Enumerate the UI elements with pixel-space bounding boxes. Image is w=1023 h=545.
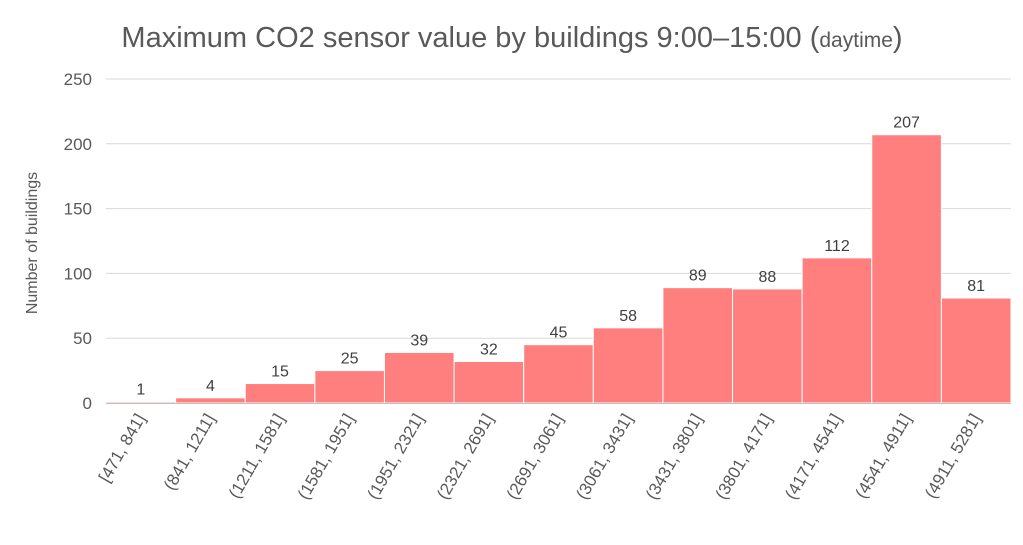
- x-tick-label: (1951, 2321]: [364, 411, 428, 503]
- y-axis-label: Number of buildings: [24, 172, 41, 314]
- x-tick-label: (3061, 3431]: [572, 411, 636, 503]
- y-tick-label: 150: [64, 200, 92, 219]
- chart-title-main: Maximum CO2 sensor value by buildings 9:…: [121, 22, 819, 54]
- x-tick-label: (841, 1211]: [160, 411, 219, 494]
- data-label: 207: [893, 115, 920, 132]
- histogram-bar: [523, 344, 594, 404]
- data-label: 39: [410, 332, 428, 349]
- histogram-bar: [592, 327, 664, 404]
- histogram-bar: [314, 370, 385, 404]
- histogram-bar: [871, 134, 942, 404]
- data-label: 58: [619, 308, 637, 325]
- x-tick-label: (1581, 1951]: [294, 411, 358, 503]
- x-tick-label: (3801, 4171]: [712, 411, 776, 503]
- data-label: 45: [550, 325, 568, 342]
- histogram-bar: [801, 257, 873, 404]
- data-label: 112: [824, 238, 850, 255]
- x-tick-label: (4541, 4911]: [851, 411, 915, 502]
- data-label: 81: [967, 278, 985, 295]
- chart-title-small: daytime: [819, 29, 893, 52]
- data-label: 32: [480, 342, 498, 359]
- bars: [105, 134, 1012, 404]
- x-tick-label: (2691, 3061]: [503, 411, 567, 503]
- histogram-bar: [662, 287, 734, 404]
- data-label: 4: [206, 378, 215, 395]
- histogram-bar: [383, 351, 455, 404]
- histogram-bar: [175, 397, 246, 404]
- y-tick-label: 50: [73, 329, 92, 348]
- chart-title: Maximum CO2 sensor value by buildings 9:…: [121, 22, 902, 54]
- x-tick-label: (4171, 4541]: [781, 411, 845, 503]
- y-tick-label: 100: [64, 264, 92, 283]
- x-tick-label: (3431, 3801]: [642, 411, 706, 503]
- histogram-bar: [453, 361, 525, 404]
- x-tick-label: (4911, 5281]: [921, 411, 985, 502]
- x-tick-label: (2321, 2691]: [433, 411, 497, 503]
- data-label: 25: [341, 351, 359, 368]
- data-label: 15: [271, 364, 289, 381]
- histogram-bar: [244, 383, 316, 404]
- x-tick-label: [471, 841]: [95, 411, 149, 486]
- histogram-bar: [732, 288, 803, 404]
- data-label: 89: [689, 268, 707, 285]
- x-tick-labels: [471, 841] (841, 1211] (1211, 1581] (1581, …: [95, 411, 985, 503]
- data-label: 1: [136, 382, 145, 399]
- x-tick-label: (1211, 1581]: [225, 411, 289, 502]
- chart-title-close: ): [893, 22, 903, 54]
- y-tick-labels: 0 50 100 150 200 250: [64, 70, 92, 413]
- y-tick-label: 200: [64, 135, 92, 154]
- data-label: 88: [758, 269, 776, 286]
- y-tick-label: 0: [83, 394, 92, 413]
- data-labels: 1 4 15 25 39 32 45 58 89 88 112 207 81: [136, 115, 985, 399]
- histogram-bar: [940, 297, 1012, 404]
- y-tick-label: 250: [64, 70, 92, 89]
- histogram-bar: [105, 401, 177, 404]
